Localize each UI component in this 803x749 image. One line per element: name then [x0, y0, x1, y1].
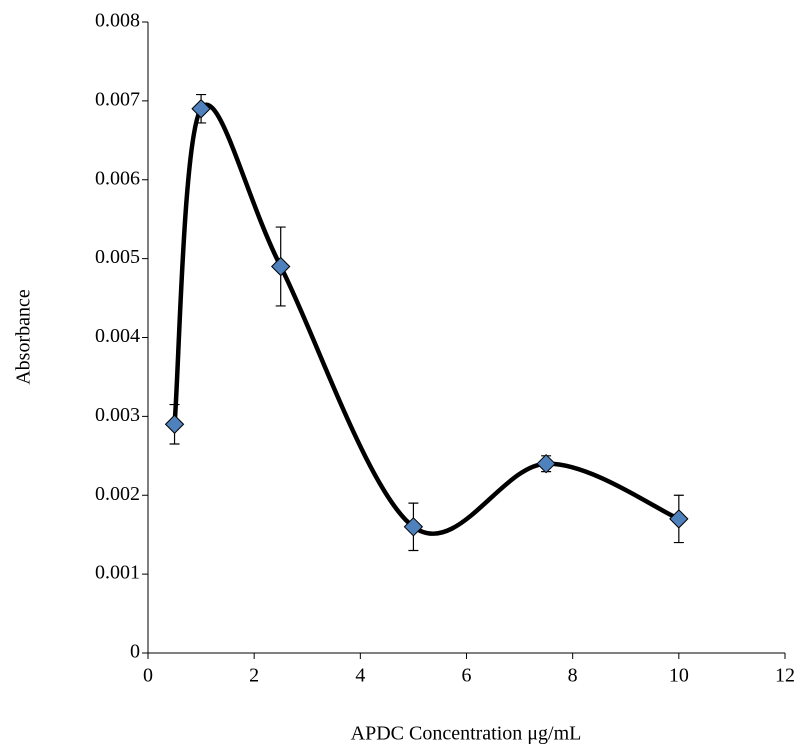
- y-tick-label: 0.004: [95, 325, 140, 347]
- x-tick-label: 10: [669, 665, 689, 687]
- marker: [536, 453, 556, 474]
- x-tick-label: 8: [568, 665, 578, 687]
- y-tick-label: 0.007: [95, 88, 140, 110]
- marker: [669, 509, 689, 529]
- x-axis-label: APDC Concentration μg/mL: [351, 723, 582, 745]
- y-tick-label: 0.008: [95, 10, 140, 32]
- x-tick-label: 12: [775, 665, 795, 687]
- marker: [191, 99, 211, 119]
- y-tick-label: 0.002: [95, 483, 140, 505]
- y-tick-label: 0.006: [95, 167, 140, 189]
- y-axis-label: Absorbance: [13, 289, 35, 385]
- y-tick-label: 0.005: [95, 246, 140, 268]
- y-tick-label: 0.001: [95, 562, 140, 584]
- x-tick-label: 6: [462, 665, 472, 687]
- line: [172, 102, 680, 536]
- marker: [271, 256, 291, 277]
- y-tick-label: 0.003: [95, 404, 140, 426]
- marker: [164, 414, 185, 434]
- x-tick-label: 4: [355, 665, 365, 687]
- x-tick-label: 0: [143, 665, 153, 687]
- y-tick-label: 0: [130, 641, 140, 663]
- marker: [403, 517, 424, 537]
- x-tick-label: 2: [249, 665, 259, 687]
